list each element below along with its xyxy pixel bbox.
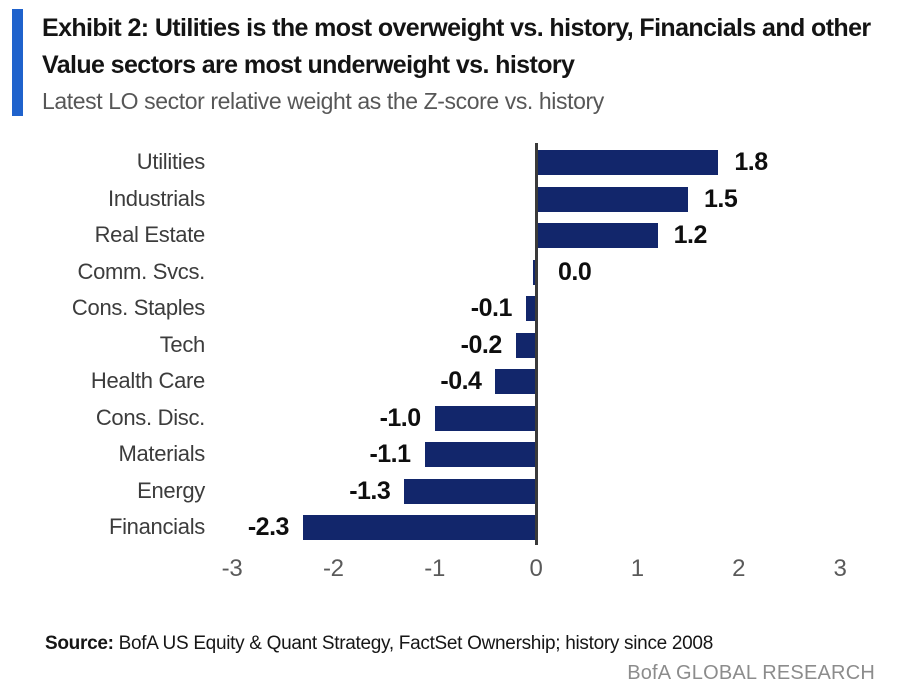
value-label: 1.2 xyxy=(673,221,708,249)
category-label: Energy xyxy=(137,477,205,503)
bar xyxy=(424,442,536,467)
zscore-bar-chart: Utilities 1.8 Industrials 1.5 Real Estate 1.2… xyxy=(0,143,900,613)
bar xyxy=(536,150,719,175)
value-label: -0.2 xyxy=(460,330,503,359)
value-label: 1.5 xyxy=(703,184,738,213)
category-label: Materials xyxy=(118,441,205,466)
x-tick-label: 3 xyxy=(833,555,847,582)
bofa-global-research-brand: BofA GLOBAL RESEARCH xyxy=(627,662,875,684)
header: Exhibit 2: Utilities is the most overwei… xyxy=(42,10,898,116)
bar xyxy=(302,515,536,540)
value-label: -1.0 xyxy=(379,403,422,432)
x-tick-label: 0 xyxy=(529,555,543,582)
category-label: Industrials xyxy=(108,185,205,211)
category-label: Real Estate xyxy=(94,222,206,247)
x-tick-label: -3 xyxy=(221,555,243,582)
category-label: Tech xyxy=(159,331,206,357)
value-label: -1.3 xyxy=(349,476,391,505)
source-line: Source: BofA US Equity & Quant Strategy,… xyxy=(45,633,713,655)
x-tick-label: -2 xyxy=(322,555,344,582)
bar xyxy=(525,296,536,321)
category-label: Financials xyxy=(108,514,205,539)
bar xyxy=(495,369,536,394)
value-label: 0.0 xyxy=(558,257,592,286)
value-label: -0.4 xyxy=(440,367,482,395)
value-label: -2.3 xyxy=(247,513,290,541)
value-label: 1.8 xyxy=(734,148,768,176)
exhibit-title: Exhibit 2: Utilities is the most overwei… xyxy=(42,14,871,79)
x-tick-label: 1 xyxy=(630,555,644,582)
value-label: -0.1 xyxy=(470,294,513,322)
bar xyxy=(434,405,536,431)
category-label: Health Care xyxy=(90,368,205,393)
zero-axis-line xyxy=(535,143,538,545)
category-label: Comm. Svcs. xyxy=(77,258,206,284)
title-accent-bar xyxy=(12,9,23,116)
bar xyxy=(536,186,688,212)
category-label: Cons. Disc. xyxy=(95,404,205,430)
bar xyxy=(533,259,536,285)
x-tick-label: 2 xyxy=(732,555,746,582)
value-label: -1.1 xyxy=(369,440,411,468)
source-text: BofA US Equity & Quant Strategy, FactSet… xyxy=(113,633,714,654)
chart-subtitle: Latest LO sector relative weight as the … xyxy=(42,88,604,114)
bar xyxy=(404,478,536,504)
category-label: Utilities xyxy=(136,149,206,174)
bar xyxy=(536,223,658,248)
category-label: Cons. Staples xyxy=(71,295,205,320)
source-label: Source: xyxy=(45,633,114,654)
x-tick-label: -1 xyxy=(424,555,446,582)
bar xyxy=(515,332,536,358)
